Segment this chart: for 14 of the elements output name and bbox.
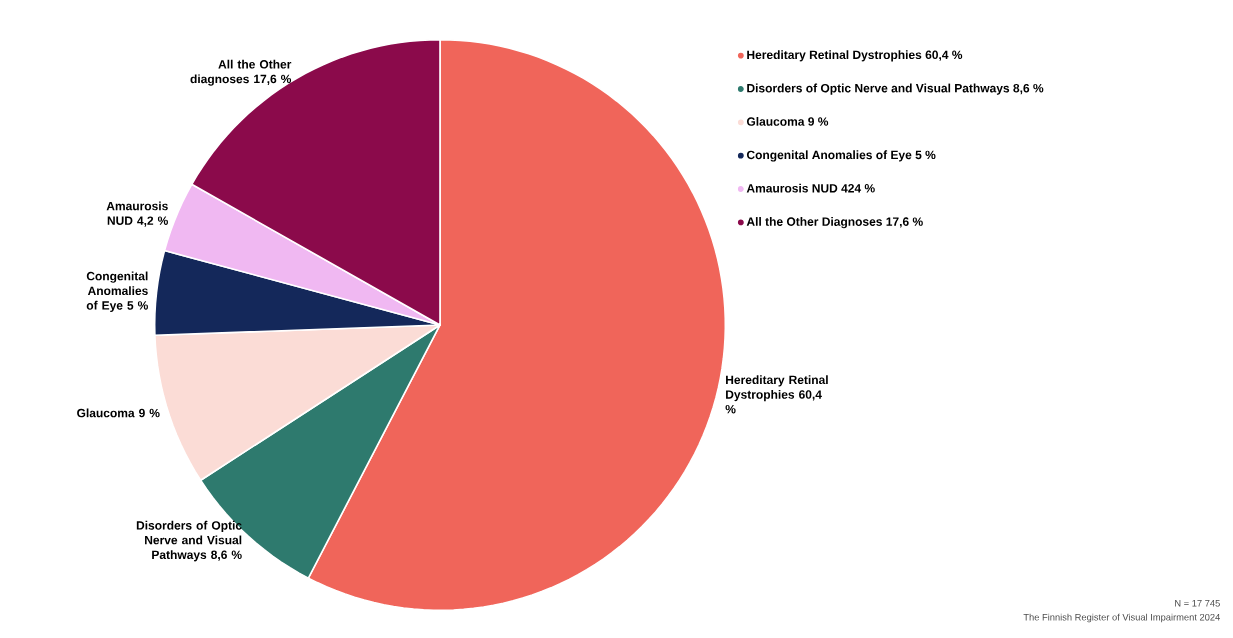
legend-label: Congenital Anomalies of Eye 5 %	[746, 150, 936, 162]
legend-label: All the Other Diagnoses 17,6 %	[746, 217, 923, 229]
text: N = 17 745	[1175, 600, 1220, 607]
legend-label: Glaucoma 9 %	[746, 116, 829, 126]
legend-label: Hereditary Retinal Dystrophies 60,4 %	[747, 50, 963, 62]
data-label: Congenital Anomalies of Eye 5 %	[86, 271, 148, 313]
data-label: All the Other diagnoses 17,6 %	[190, 59, 292, 86]
data-label: Hereditary Retinal Dystrophies 60,4 %	[725, 375, 828, 414]
data-label: Disorders of Optic Nerve and Visual Pathways 8,6 %	[136, 520, 242, 562]
text: The Finnish Register of Visual Impairment 2024	[1023, 613, 1220, 623]
legend-label: Amaurosis NUD 424 %	[746, 183, 875, 193]
legend-label: Disorders of Optic Nerve and Visual Pathways 8,6 %	[747, 83, 1044, 95]
data-label: Amaurosis NUD 4,2 %	[106, 201, 168, 227]
data-label: Glaucoma 9 %	[77, 408, 160, 418]
